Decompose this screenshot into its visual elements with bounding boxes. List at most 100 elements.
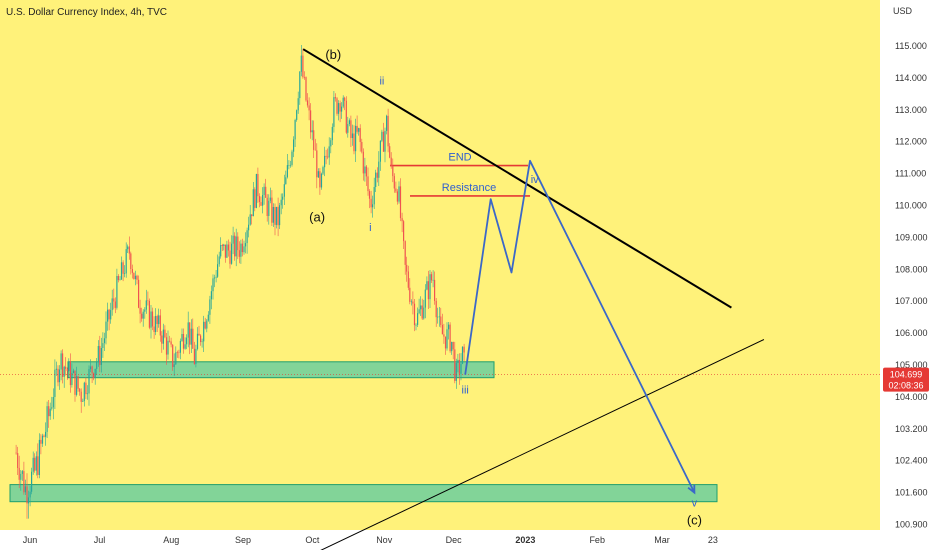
candle-body — [306, 100, 309, 106]
price-axis[interactable]: 115.000 114.000 113.000 112.000 111.000 110.0… — [895, 41, 928, 550]
candle-body — [243, 246, 245, 253]
candle-body — [460, 363, 462, 374]
candle-body — [289, 164, 292, 166]
candle-body — [226, 244, 228, 258]
resistance-label: END — [448, 152, 471, 164]
candle-body — [31, 471, 33, 492]
candle-body — [382, 131, 385, 152]
candle-body — [296, 110, 298, 120]
candle-body — [424, 289, 426, 308]
candle-body — [365, 166, 367, 177]
candle-body — [361, 142, 363, 152]
candle-body — [255, 174, 257, 208]
candle-body — [344, 97, 346, 101]
candle-body — [430, 274, 433, 281]
candle-body — [333, 97, 335, 127]
candle-body — [446, 329, 448, 349]
candle-body — [86, 393, 88, 395]
candle-body — [58, 369, 61, 383]
candle-body — [437, 316, 439, 318]
candle-body — [426, 281, 428, 290]
wave-label: i — [369, 222, 371, 234]
candle-body — [170, 341, 172, 345]
candle-body — [57, 368, 59, 383]
candle-body — [93, 373, 95, 379]
candle-body — [351, 133, 354, 138]
x-tick-label: Sep — [235, 535, 251, 545]
candle-body — [412, 301, 414, 304]
candle-body — [167, 340, 169, 355]
x-tick-label: Jul — [94, 535, 106, 545]
time-axis[interactable]: Jun Jul Aug Sep Oct Nov Dec 2023 Feb Mar 23 — [23, 535, 718, 545]
candle-body — [262, 195, 264, 206]
candle-body — [314, 149, 316, 151]
candle-body — [91, 366, 93, 374]
candle-body — [364, 166, 366, 174]
candle-body — [358, 128, 360, 132]
candle-body — [294, 120, 296, 140]
candle-body — [164, 329, 166, 338]
candle-body — [200, 335, 202, 342]
candle-body — [359, 128, 361, 142]
y-tick-label: 101.600 — [895, 488, 928, 498]
x-tick-label: Aug — [163, 535, 179, 545]
candle-body — [386, 115, 388, 131]
candle-body — [138, 279, 140, 308]
candle-body — [124, 273, 126, 274]
y-tick-label: 104.000 — [895, 392, 928, 402]
candle-body — [269, 197, 271, 201]
candle-body — [291, 151, 293, 165]
candle-body — [319, 171, 321, 188]
wave-label: iv — [531, 174, 539, 186]
candle-body — [32, 457, 34, 472]
plot-background — [0, 0, 880, 530]
y-tick-label: 109.000 — [895, 232, 928, 242]
candle-body — [263, 186, 265, 195]
candle-body — [65, 366, 67, 369]
candle-body — [280, 199, 282, 206]
candle-body — [17, 453, 19, 468]
candle-body — [356, 125, 358, 132]
candle-body — [99, 346, 101, 365]
candle-body — [130, 253, 132, 269]
candle-body — [88, 369, 90, 394]
candle-body — [258, 196, 261, 202]
candle-body — [136, 275, 138, 280]
candle-body — [443, 334, 445, 337]
x-tick-label: Oct — [305, 535, 320, 545]
candle-body — [418, 309, 420, 314]
candle-body — [451, 341, 453, 352]
candle-body — [131, 269, 133, 273]
candle-body — [209, 299, 211, 315]
candle-body — [232, 235, 234, 244]
candle-body — [142, 311, 144, 319]
candle-body — [195, 348, 197, 364]
candle-body — [461, 346, 464, 364]
candle-body — [38, 439, 40, 475]
candle-body — [444, 336, 447, 349]
y-tick-label: 111.000 — [895, 169, 926, 179]
candle-body — [107, 309, 109, 322]
candle-body — [20, 473, 22, 480]
candle-body — [150, 311, 152, 328]
candle-body — [413, 303, 416, 326]
candle-body — [274, 207, 276, 225]
candle-body — [277, 206, 279, 226]
candle-body — [63, 366, 65, 377]
candle-body — [206, 320, 208, 329]
price-axis-background — [880, 0, 932, 550]
candle-body — [313, 130, 315, 150]
candle-body — [378, 161, 380, 178]
candle-body — [181, 334, 183, 341]
candle-body — [434, 279, 436, 301]
candle-body — [68, 361, 70, 372]
resistance-label: Resistance — [442, 182, 496, 194]
candle-body — [345, 100, 347, 133]
candle-body — [403, 221, 405, 242]
candle-body — [330, 140, 332, 147]
wave-label: (c) — [687, 513, 702, 528]
y-tick-label: 115.000 — [895, 41, 927, 51]
candle-body — [376, 172, 378, 178]
